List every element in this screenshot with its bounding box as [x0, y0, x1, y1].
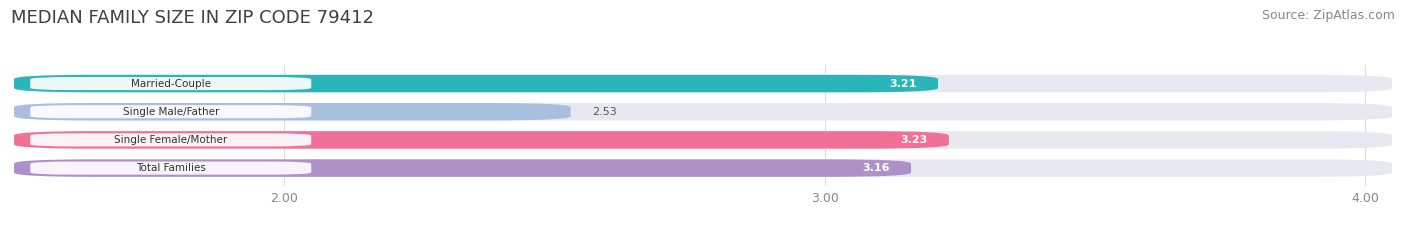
FancyBboxPatch shape: [14, 131, 1392, 149]
FancyBboxPatch shape: [31, 161, 311, 175]
FancyBboxPatch shape: [31, 77, 311, 90]
FancyBboxPatch shape: [14, 103, 1392, 120]
Text: 3.23: 3.23: [900, 135, 927, 145]
Text: 3.16: 3.16: [862, 163, 890, 173]
Text: Source: ZipAtlas.com: Source: ZipAtlas.com: [1261, 9, 1395, 22]
Text: MEDIAN FAMILY SIZE IN ZIP CODE 79412: MEDIAN FAMILY SIZE IN ZIP CODE 79412: [11, 9, 374, 27]
Text: 2.53: 2.53: [592, 107, 617, 117]
FancyBboxPatch shape: [14, 75, 938, 92]
Text: Married-Couple: Married-Couple: [131, 79, 211, 89]
FancyBboxPatch shape: [14, 131, 949, 149]
Text: Single Female/Mother: Single Female/Mother: [114, 135, 228, 145]
FancyBboxPatch shape: [31, 133, 311, 147]
Text: 3.21: 3.21: [889, 79, 917, 89]
Text: Single Male/Father: Single Male/Father: [122, 107, 219, 117]
FancyBboxPatch shape: [31, 105, 311, 118]
Text: Total Families: Total Families: [136, 163, 205, 173]
FancyBboxPatch shape: [14, 75, 1392, 92]
FancyBboxPatch shape: [14, 103, 571, 120]
FancyBboxPatch shape: [14, 159, 911, 177]
FancyBboxPatch shape: [14, 159, 1392, 177]
